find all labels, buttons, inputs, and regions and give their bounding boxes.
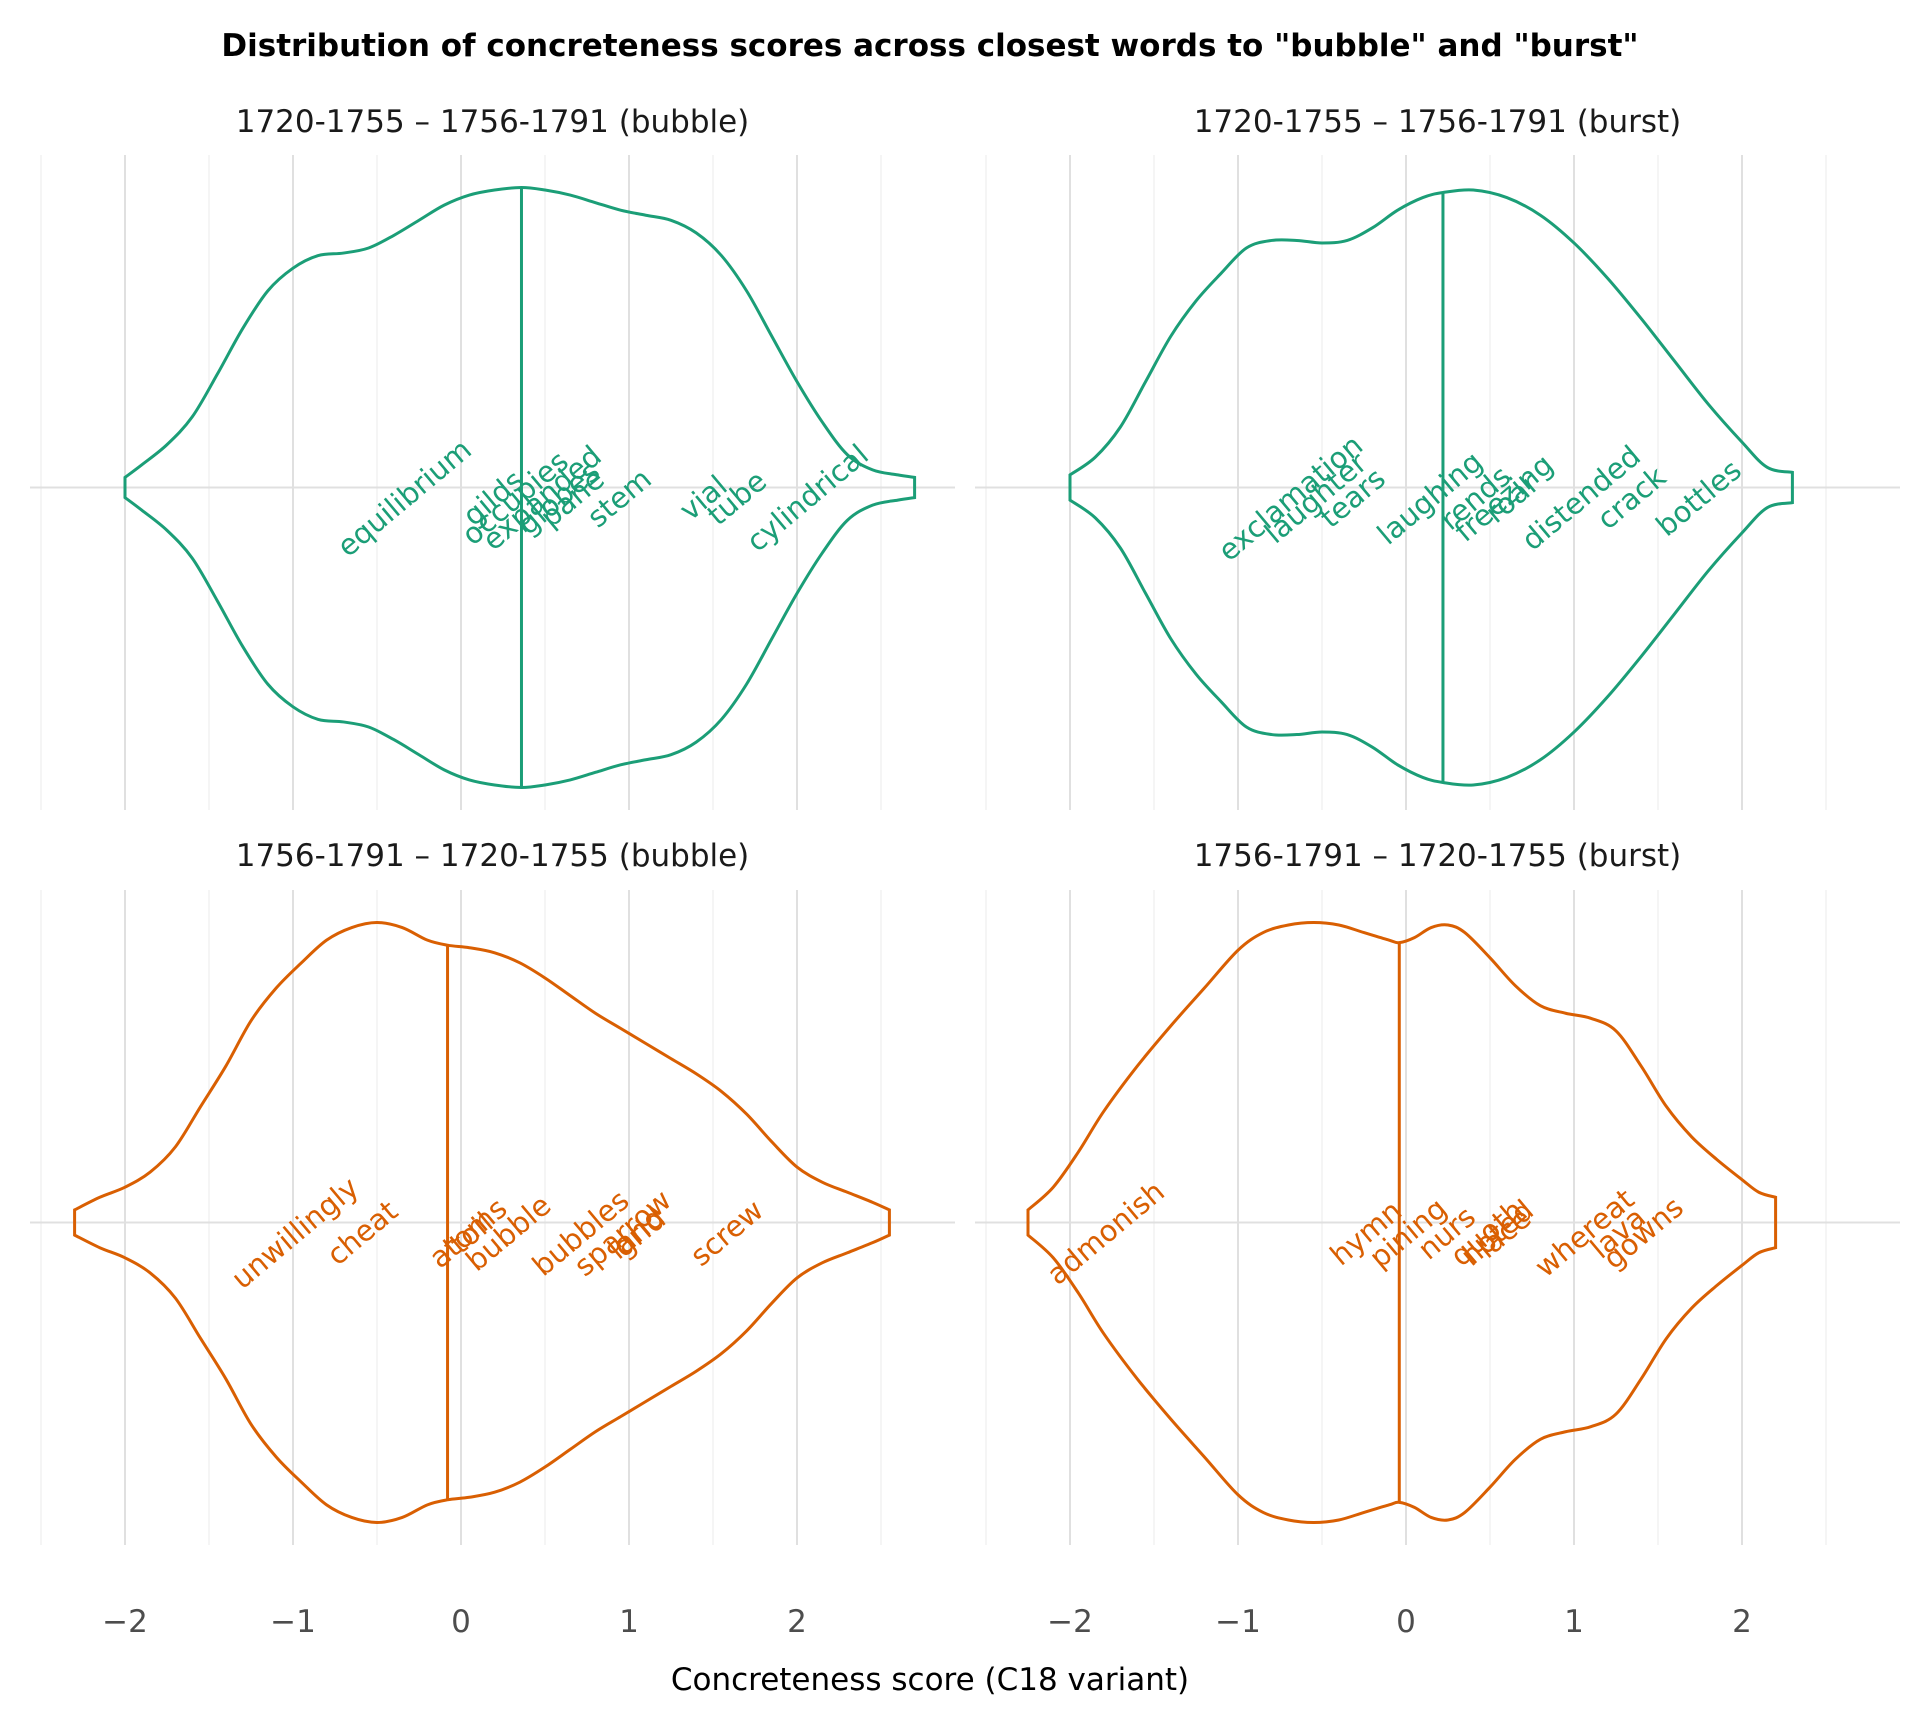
x-axis-label: Concreteness score (C18 variant) <box>671 1662 1189 1698</box>
x-tick-label: 2 <box>787 1604 807 1640</box>
violin-outline <box>123 185 917 790</box>
x-tick-label: 2 <box>1732 1604 1752 1640</box>
panel-1: 1720-1755 – 1756-1791 (bubble) equilibriu… <box>30 104 955 810</box>
panel-title: 1720-1755 – 1756-1791 (bubble) <box>236 104 750 140</box>
panel-title: 1756-1791 – 1720-1755 (burst) <box>1194 838 1682 874</box>
x-tick-labels: −2 −1 0 1 2 −2 −1 0 1 2 <box>102 1604 1752 1640</box>
figure-title: Distribution of concreteness scores acro… <box>221 28 1638 64</box>
violin-outline <box>73 920 891 1525</box>
panel-3: 1756-1791 – 1720-1755 (bubble)unwillingl… <box>30 838 955 1545</box>
panels: 1720-1755 – 1756-1791 (bubble) equilibriu… <box>30 104 1900 1545</box>
violin-outline <box>1026 920 1778 1525</box>
x-tick-label: 1 <box>1564 1604 1584 1640</box>
violin-outline <box>1068 188 1794 787</box>
panel-4: 1756-1791 – 1720-1755 (burst)admonish hym… <box>975 838 1900 1545</box>
x-tick-label: 1 <box>619 1604 639 1640</box>
word-label: bottles <box>1649 453 1747 543</box>
word-label: admonish <box>1040 1174 1171 1291</box>
panel-2: 1720-1755 – 1756-1791 (burst)exclamation… <box>975 104 1900 810</box>
x-tick-label: 0 <box>451 1604 471 1640</box>
x-tick-label: 0 <box>1396 1604 1416 1640</box>
x-tick-label: −2 <box>102 1604 148 1640</box>
x-tick-label: −2 <box>1047 1604 1093 1640</box>
word-label: screw <box>684 1193 770 1273</box>
x-tick-label: −1 <box>1215 1604 1261 1640</box>
x-tick-label: −1 <box>270 1604 316 1640</box>
panel-title: 1756-1791 – 1720-1755 (bubble) <box>236 838 750 874</box>
word-label: equilibrium <box>330 432 477 563</box>
panel-title: 1720-1755 – 1756-1791 (burst) <box>1194 104 1682 140</box>
